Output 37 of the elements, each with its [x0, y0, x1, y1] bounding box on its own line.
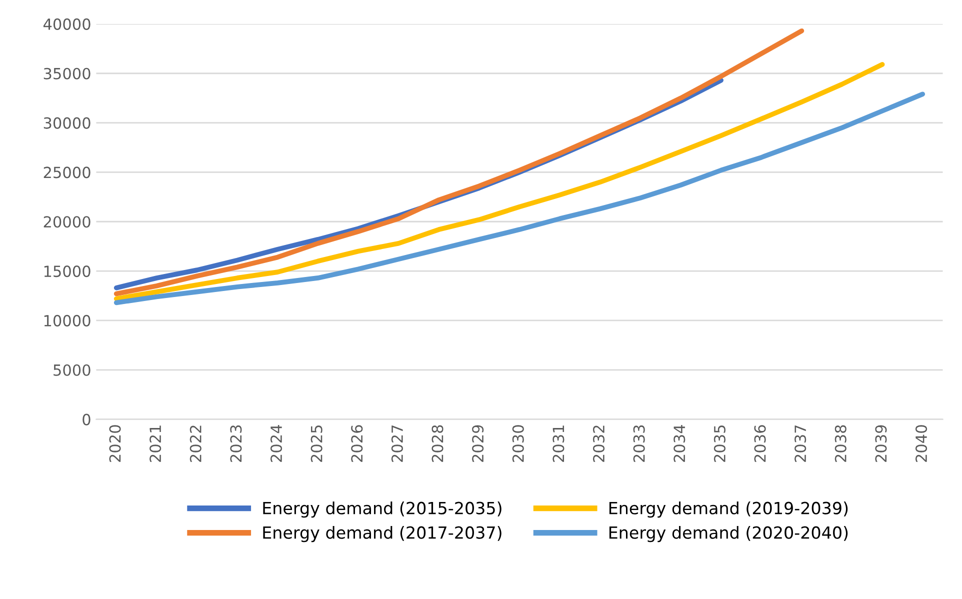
x-tick-label: 2029 — [472, 425, 484, 462]
x-tick-label: 2027 — [391, 425, 403, 462]
x-tick-label: 2034 — [674, 425, 686, 462]
x-tick-label: 2021 — [150, 426, 162, 462]
x-tick-label: 2036 — [754, 425, 766, 462]
x-tick-label: 2022 — [190, 426, 202, 462]
x-tick-label: 2028 — [432, 425, 444, 462]
legend-label: Energy demand (2017-2037) — [263, 526, 502, 542]
y-tick-label: 0 — [82, 414, 90, 426]
y-tick-label: 15000 — [44, 266, 90, 278]
line-series — [114, 92, 926, 306]
x-tick-label: 2020 — [109, 425, 121, 462]
y-tick-label: 30000 — [44, 117, 90, 129]
x-tick-label: 2040 — [915, 425, 928, 462]
x-tick-label: 2026 — [351, 425, 363, 462]
y-tick-label: 20000 — [44, 216, 90, 228]
x-tick-label: 2038 — [834, 425, 846, 462]
x-tick-label: 2037 — [794, 425, 806, 462]
x-tick-label: 2031 — [552, 426, 564, 462]
legend-label: Energy demand (2019-2039) — [609, 502, 848, 518]
y-tick-label: 25000 — [44, 166, 90, 178]
y-tick-label: 40000 — [43, 18, 90, 30]
x-tick-label: 2030 — [512, 425, 524, 462]
line-series — [114, 62, 885, 302]
x-tick-label: 2032 — [592, 426, 605, 462]
x-tick-label: 2023 — [230, 425, 242, 462]
x-tick-label: 2033 — [633, 425, 645, 462]
legend-label: Energy demand (2015-2035) — [263, 502, 502, 518]
x-tick-label: 2024 — [270, 425, 282, 462]
y-tick-label: 5000 — [54, 364, 90, 376]
x-tick-label: 2039 — [875, 425, 887, 462]
x-tick-label: 2035 — [714, 425, 726, 462]
y-tick-label: 35000 — [44, 68, 90, 80]
x-tick-label: 2025 — [310, 425, 322, 462]
legend-label: Energy demand (2020-2040) — [609, 526, 848, 542]
line-series — [114, 28, 804, 296]
y-tick-label: 10000 — [44, 314, 90, 326]
